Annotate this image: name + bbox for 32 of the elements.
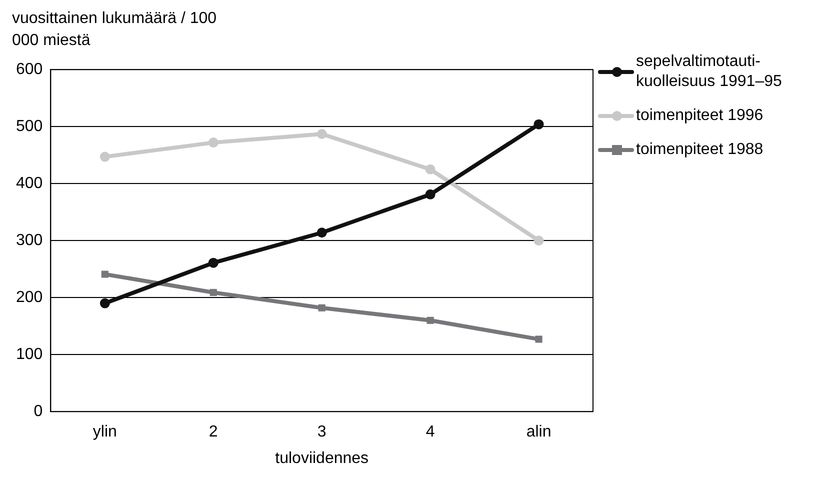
y-tick-label: 100: [16, 346, 43, 364]
x-tick-label: 2: [208, 424, 218, 441]
point: [535, 336, 542, 343]
point: [208, 138, 218, 148]
point: [100, 152, 110, 162]
y-axis-title: vuosittainen lukumäärä / 100 000 miestä: [12, 9, 218, 51]
point: [425, 189, 436, 200]
legend-label: toimenpiteet 1988: [636, 140, 764, 160]
y-tick-label: 300: [16, 232, 43, 250]
y-tick-label: 400: [16, 175, 43, 192]
x-tick-label: 3: [317, 424, 326, 441]
point: [208, 258, 218, 268]
legend-label: toimenpiteet 1996: [636, 106, 764, 126]
x-tick-label: alin: [526, 424, 552, 441]
x-axis-title: tuloviidennes: [275, 450, 369, 467]
x-tick-label: ylin: [92, 424, 117, 441]
point: [425, 164, 436, 174]
x-tick-label: 4: [426, 424, 435, 441]
y-tick-label: 0: [34, 403, 43, 420]
point: [316, 129, 327, 140]
point: [426, 316, 434, 324]
point: [534, 119, 544, 130]
point: [534, 236, 544, 246]
y-tick-label: 500: [16, 118, 43, 136]
point: [100, 298, 110, 308]
y-tick-label: 200: [16, 289, 43, 306]
y-tick-label: 600: [16, 61, 43, 78]
point: [101, 270, 108, 278]
point: [318, 304, 326, 312]
legend-label: sepelvaltimotauti-kuolleisuus 1991–95: [636, 52, 783, 92]
point: [316, 228, 327, 238]
point: [210, 288, 217, 296]
